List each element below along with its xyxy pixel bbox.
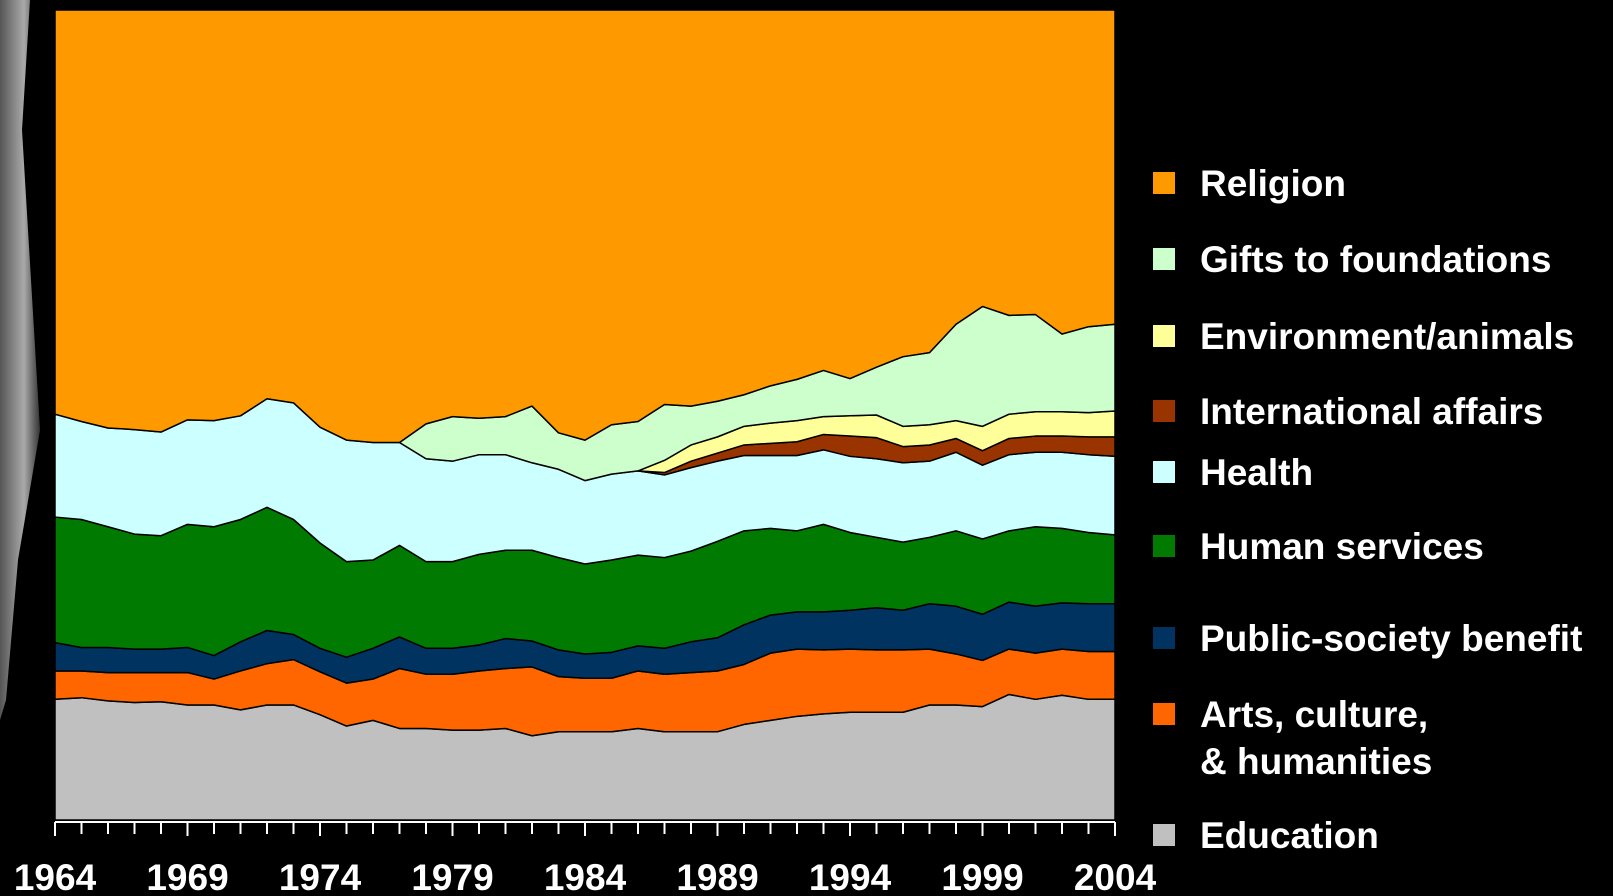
legend-item: Gifts to foundations bbox=[1153, 236, 1551, 283]
legend-label: Environment/animals bbox=[1200, 313, 1574, 360]
legend-label: Gifts to foundations bbox=[1200, 236, 1551, 283]
x-tick-label: 1979 bbox=[411, 857, 493, 896]
legend-swatch bbox=[1153, 400, 1175, 422]
legend-label: International affairs bbox=[1200, 388, 1543, 435]
legend-item: Education bbox=[1153, 812, 1379, 859]
legend-swatch bbox=[1153, 535, 1175, 557]
legend-item: Human services bbox=[1153, 523, 1484, 570]
background-rock bbox=[0, 0, 40, 720]
legend-item: Health bbox=[1153, 449, 1313, 496]
legend-item: Public-society benefit bbox=[1153, 615, 1582, 662]
legend-swatch bbox=[1153, 824, 1175, 846]
legend-swatch bbox=[1153, 248, 1175, 270]
legend-label: Education bbox=[1200, 812, 1379, 859]
x-tick-label: 1999 bbox=[941, 857, 1023, 896]
x-tick-label: 2004 bbox=[1074, 857, 1157, 896]
legend-swatch bbox=[1153, 172, 1175, 194]
legend-swatch bbox=[1153, 325, 1175, 347]
x-tick-label: 1994 bbox=[809, 857, 892, 896]
page: 1964 1969 1974 1979 1984 1989 1994 1999 2004 Rel… bbox=[0, 0, 1613, 896]
legend-item: International affairs bbox=[1153, 388, 1543, 435]
legend-item: Environment/animals bbox=[1153, 313, 1574, 360]
legend-label: Human services bbox=[1200, 523, 1484, 570]
legend-label: Health bbox=[1200, 449, 1313, 496]
legend-swatch bbox=[1153, 703, 1175, 725]
plot-area bbox=[55, 10, 1115, 820]
x-tick-label: 1969 bbox=[146, 857, 228, 896]
legend-item: Arts, culture, & humanities bbox=[1153, 691, 1460, 785]
x-tick-label: 1984 bbox=[544, 857, 627, 896]
legend-item: Religion bbox=[1153, 160, 1346, 207]
legend-swatch bbox=[1153, 627, 1175, 649]
legend-label: Religion bbox=[1200, 160, 1346, 207]
x-tick-label: 1964 bbox=[14, 857, 97, 896]
legend-label: Public-society benefit bbox=[1200, 615, 1582, 662]
legend-swatch bbox=[1153, 461, 1175, 483]
x-tick-label: 1989 bbox=[676, 857, 758, 896]
x-tick-label: 1974 bbox=[279, 857, 362, 896]
legend-label: Arts, culture, & humanities bbox=[1200, 691, 1460, 785]
